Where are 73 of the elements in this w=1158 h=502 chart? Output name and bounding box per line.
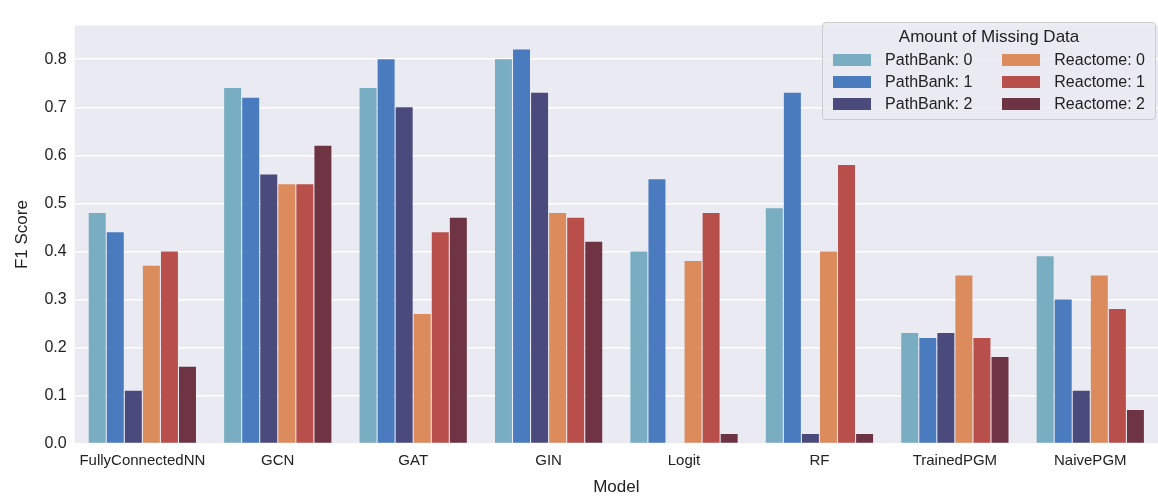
bar	[413, 313, 431, 443]
bar	[142, 265, 160, 443]
x-tick-label: FullyConnectedNN	[79, 450, 206, 468]
bar	[585, 241, 603, 443]
bar	[1072, 390, 1090, 443]
bar	[838, 164, 856, 443]
y-tick-label: 0.2	[44, 337, 67, 355]
bar	[431, 232, 449, 443]
y-tick-label: 0.1	[44, 385, 67, 403]
bar	[179, 366, 196, 443]
bar	[314, 145, 332, 443]
legend-label: PathBank: 2	[885, 95, 973, 113]
x-tick-label: GAT	[398, 450, 429, 468]
y-tick-label: 0.4	[44, 241, 67, 259]
legend-label: PathBank: 0	[885, 51, 973, 69]
bar	[720, 433, 738, 443]
bar	[991, 357, 1009, 443]
bar	[124, 390, 142, 443]
bar	[449, 217, 467, 443]
y-tick-label: 0.5	[44, 193, 67, 211]
bar	[224, 88, 242, 443]
bar	[801, 433, 819, 443]
legend-title: Amount of Missing Data	[897, 27, 1081, 47]
bar	[919, 337, 937, 443]
x-tick-label: TrainedPGM	[912, 450, 998, 468]
bar	[955, 275, 973, 443]
bar	[242, 97, 260, 443]
bar	[783, 92, 801, 443]
bar	[260, 174, 278, 443]
legend-label: Reactome: 1	[1054, 73, 1145, 91]
bar	[937, 333, 955, 443]
bar	[901, 333, 919, 443]
bar	[531, 92, 549, 443]
x-tick-label: Logit	[667, 450, 702, 468]
y-tick-label: 0.0	[44, 434, 67, 452]
x-axis-title: Model	[593, 477, 640, 497]
bar	[395, 107, 413, 443]
y-tick-label: 0.8	[44, 49, 67, 67]
x-tick-label: NaivePGM	[1054, 450, 1127, 468]
bar	[1036, 256, 1054, 443]
bar	[702, 212, 720, 443]
bar	[1090, 275, 1108, 443]
bar	[359, 88, 377, 443]
y-axis-title: F1 Score	[11, 200, 31, 270]
y-tick-label: 0.7	[44, 97, 67, 115]
x-tick-label: GIN	[535, 450, 562, 468]
legend-label: Reactome: 2	[1054, 95, 1145, 113]
legend-label: Reactome: 0	[1054, 51, 1145, 69]
bar	[684, 261, 702, 443]
x-tick-label: RF	[809, 450, 830, 468]
bar	[856, 433, 874, 443]
y-tick-label: 0.6	[44, 145, 67, 163]
legend-label: PathBank: 1	[885, 73, 973, 91]
bar	[1126, 409, 1144, 443]
bar	[88, 212, 106, 443]
bar	[549, 212, 567, 443]
bar	[630, 251, 648, 443]
x-tick-label: GCN	[261, 450, 295, 468]
bar	[1054, 299, 1072, 443]
bar	[160, 251, 178, 443]
bar	[973, 337, 991, 443]
bar	[1108, 309, 1126, 443]
bar	[648, 179, 666, 443]
bar	[494, 59, 512, 443]
bar	[513, 49, 531, 443]
bar	[819, 251, 837, 443]
bar	[278, 184, 296, 443]
bar	[765, 208, 783, 443]
bar	[106, 232, 124, 443]
y-tick-label: 0.3	[44, 289, 67, 307]
bar	[567, 217, 585, 443]
bar	[296, 184, 314, 443]
bar	[377, 59, 395, 443]
